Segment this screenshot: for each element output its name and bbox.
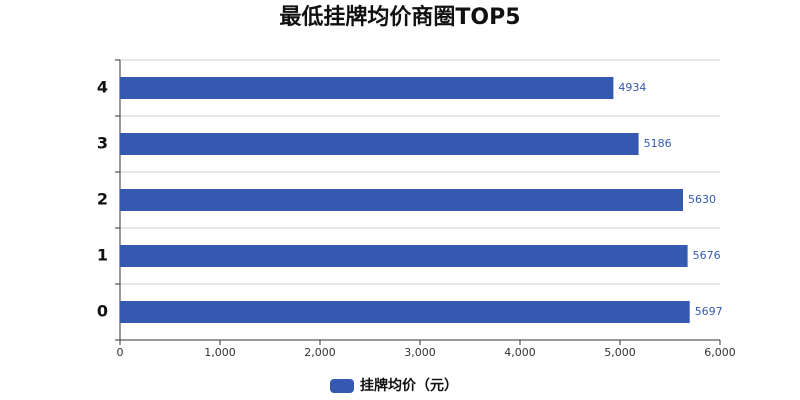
data-label: 5630 [688,193,716,206]
x-tick-label: 1,000 [204,346,236,359]
y-tick-label: 2 [97,190,108,209]
bar [120,301,690,323]
y-tick-label: 4 [97,78,108,97]
x-tick-label: 5,000 [604,346,636,359]
bar [120,77,614,99]
bar [120,245,688,267]
legend-swatch [330,379,354,393]
chart-title: 最低挂牌均价商圈TOP5 [279,4,520,30]
data-label: 4934 [618,81,646,94]
y-tick-label: 0 [97,302,108,321]
legend-label: 挂牌均价（元） [360,377,458,394]
x-tick-label: 6,000 [704,346,736,359]
bar [120,133,639,155]
y-tick-label: 3 [97,134,108,153]
x-tick-label: 0 [117,346,124,359]
data-label: 5676 [693,249,721,262]
bar [120,189,683,211]
data-label: 5697 [695,305,723,318]
y-tick-label: 1 [97,246,108,265]
x-tick-label: 3,000 [404,346,436,359]
x-tick-label: 2,000 [304,346,336,359]
data-label: 5186 [644,137,672,150]
x-tick-label: 4,000 [504,346,536,359]
